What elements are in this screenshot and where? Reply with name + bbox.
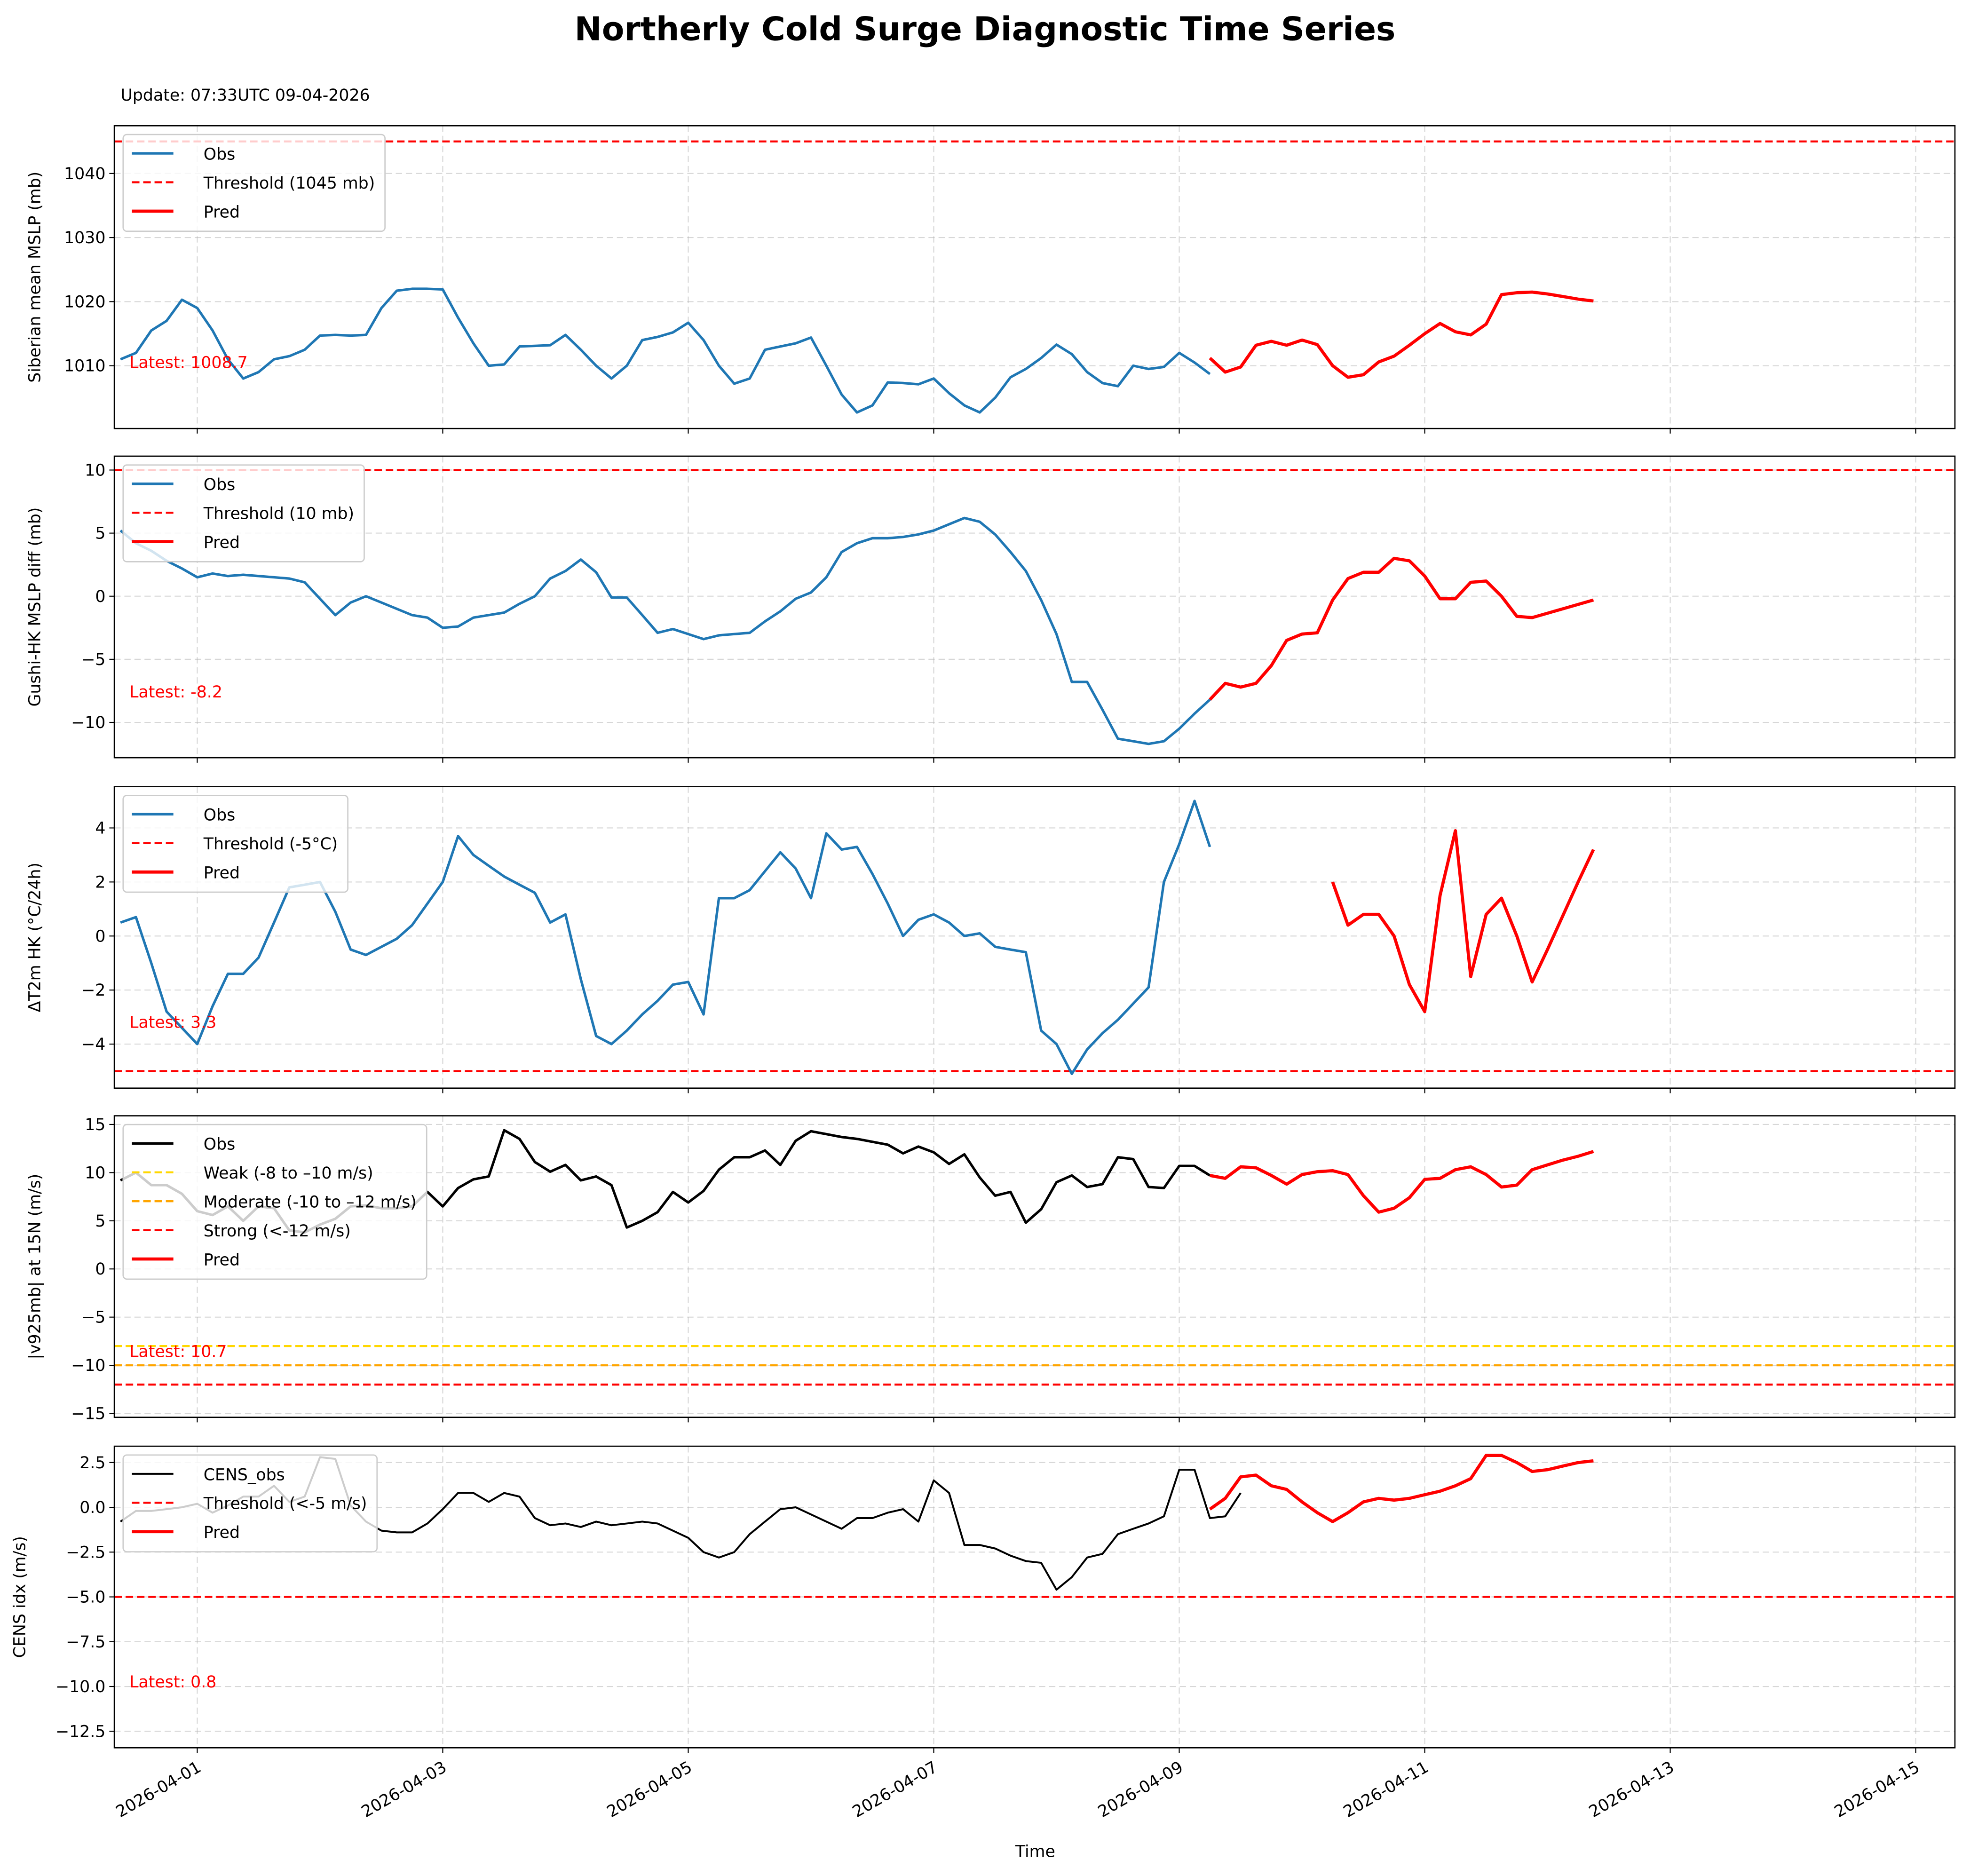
legend-label: Obs	[204, 145, 235, 164]
legend-label: Pred	[204, 203, 240, 222]
y-tick-label: 0	[95, 927, 105, 946]
y-tick-label: 1020	[64, 293, 105, 311]
legend-box	[122, 1124, 427, 1280]
y-tick-label: −2	[81, 981, 105, 1000]
legend-label: Pred	[204, 1523, 240, 1542]
legend-label: Weak (-8 to –10 m/s)	[204, 1164, 373, 1183]
pred-series-line	[1209, 556, 1594, 701]
legend-box	[122, 794, 348, 893]
legend-label: Threshold (-5°C)	[203, 835, 338, 854]
y-tick-label: −2.5	[66, 1543, 105, 1562]
latest-value-label: Latest: -8.2	[129, 683, 222, 702]
legend-label: Obs	[204, 1135, 235, 1154]
y-axis-label: |v925mb| at 15N (m/s)	[25, 1174, 44, 1360]
panel-3: −4 −2 0 2 4 ΔT2m HK (°C/24h) Latest: 3.3 Obs Thr…	[25, 786, 1956, 1093]
x-tick-label: 2026-04-03	[358, 1758, 450, 1822]
x-tick-label: 2026-04-05	[604, 1758, 696, 1822]
plot-area	[114, 1454, 1955, 1598]
pred-series-line	[1209, 1454, 1594, 1523]
panel-5: 2026-04-01 2026-04-03 2026-04-05 2026-04-07…	[10, 1445, 1956, 1822]
obs-series-line	[120, 287, 1211, 414]
legend-label: Obs	[204, 475, 235, 494]
y-tick-label: 1010	[64, 357, 105, 376]
legend-box	[122, 134, 386, 232]
latest-value-label: Latest: 0.8	[129, 1673, 216, 1692]
x-tick-label: 2026-04-13	[1586, 1758, 1677, 1822]
y-tick-label: 5	[95, 524, 105, 543]
x-tick-label: 2026-04-15	[1831, 1758, 1923, 1822]
y-tick-label: −7.5	[66, 1633, 105, 1652]
y-tick-label: 2.5	[79, 1454, 105, 1472]
y-tick-label: −4	[81, 1035, 105, 1054]
plot-area	[114, 469, 1955, 745]
axes-frame	[113, 125, 1956, 429]
y-tick-label: 1030	[64, 229, 105, 247]
axes-frame	[113, 1115, 1956, 1418]
pred-series-line	[1209, 290, 1594, 379]
legend-label: Moderate (-10 to –12 m/s)	[204, 1193, 417, 1212]
y-tick-label: −5.0	[66, 1588, 105, 1607]
y-tick-label: 0.0	[79, 1498, 105, 1517]
y-tick-label: 4	[95, 819, 105, 838]
y-tick-label: −5	[81, 650, 105, 669]
y-tick-label: 0	[95, 1260, 105, 1279]
panel-1: 1010 1020 1030 1040 Siberian mean MSLP (mb) L…	[25, 125, 1956, 434]
y-axis-label: Gushi-HK MSLP diff (mb)	[25, 507, 44, 707]
y-tick-label: 5	[95, 1212, 105, 1231]
latest-value-label: Latest: 3.3	[129, 1013, 216, 1032]
axes-frame	[113, 455, 1956, 759]
legend: Obs Threshold (10 mb) Pred	[122, 464, 365, 562]
x-tick-label: 2026-04-09	[1095, 1758, 1187, 1822]
figure-title: Northerly Cold Surge Diagnostic Time Ser…	[575, 11, 1396, 48]
x-tick-label: 2026-04-11	[1340, 1758, 1432, 1822]
legend: Obs Weak (-8 to –10 m/s) Moderate (-10 to …	[122, 1124, 427, 1280]
y-tick-label: 2	[95, 873, 105, 892]
legend-box	[122, 1454, 378, 1552]
legend-label: Strong (<-12 m/s)	[204, 1222, 351, 1241]
y-tick-label: −10	[71, 713, 105, 732]
panel-2: −10 −5 0 5 10 Gushi-HK MSLP diff (mb) Latest: …	[25, 455, 1956, 763]
y-tick-label: 10	[85, 461, 105, 480]
y-tick-label: −10	[71, 1356, 105, 1375]
pred-series-line	[1210, 1150, 1594, 1214]
y-tick-label: 15	[85, 1116, 105, 1134]
legend-label: Obs	[204, 806, 235, 825]
legend: Obs Threshold (1045 mb) Pred	[122, 134, 386, 232]
legend: Obs Threshold (-5°C) Pred	[122, 794, 348, 893]
panel-4: −15 −10 −5 0 5 10 15 |v925mb| at 15N (m/s) Lates…	[25, 1115, 1956, 1424]
y-axis-label: CENS idx (m/s)	[10, 1536, 29, 1658]
update-text: Update: 07:33UTC 09-04-2026	[120, 86, 370, 105]
axes-frame	[113, 786, 1956, 1089]
latest-value-label: Latest: 1008.7	[129, 353, 248, 372]
y-tick-label: 1040	[64, 165, 105, 183]
legend-label: Threshold (10 mb)	[203, 505, 354, 523]
obs-series-line	[119, 516, 1211, 745]
y-tick-label: −5	[81, 1308, 105, 1327]
y-tick-label: −10.0	[55, 1678, 105, 1696]
pred-series-line	[1331, 829, 1595, 1013]
plot-area	[114, 799, 1955, 1075]
legend-label: Threshold (1045 mb)	[203, 174, 375, 193]
x-tick-label: 2026-04-07	[849, 1758, 941, 1822]
y-axis-label: ΔT2m HK (°C/24h)	[25, 863, 44, 1012]
y-axis-label: Siberian mean MSLP (mb)	[25, 172, 44, 383]
legend-label: Pred	[204, 533, 240, 552]
y-tick-label: 0	[95, 587, 105, 606]
y-tick-label: −12.5	[55, 1722, 105, 1741]
legend: CENS_obs Threshold (<-5 m/s) Pred	[122, 1454, 378, 1552]
y-tick-label: −15	[71, 1405, 105, 1424]
latest-value-label: Latest: 10.7	[129, 1342, 227, 1361]
legend-label: Threshold (<-5 m/s)	[203, 1495, 367, 1513]
x-axis-label: Time	[1015, 1843, 1055, 1861]
y-tick-label: 10	[85, 1164, 105, 1182]
legend-box	[122, 464, 365, 562]
x-tick-label: 2026-04-01	[113, 1758, 205, 1822]
axes-frame	[113, 1445, 1956, 1749]
plot-area	[114, 140, 1955, 414]
legend-label: CENS_obs	[204, 1465, 285, 1484]
legend-label: Pred	[204, 864, 240, 883]
legend-label: Pred	[204, 1251, 240, 1269]
